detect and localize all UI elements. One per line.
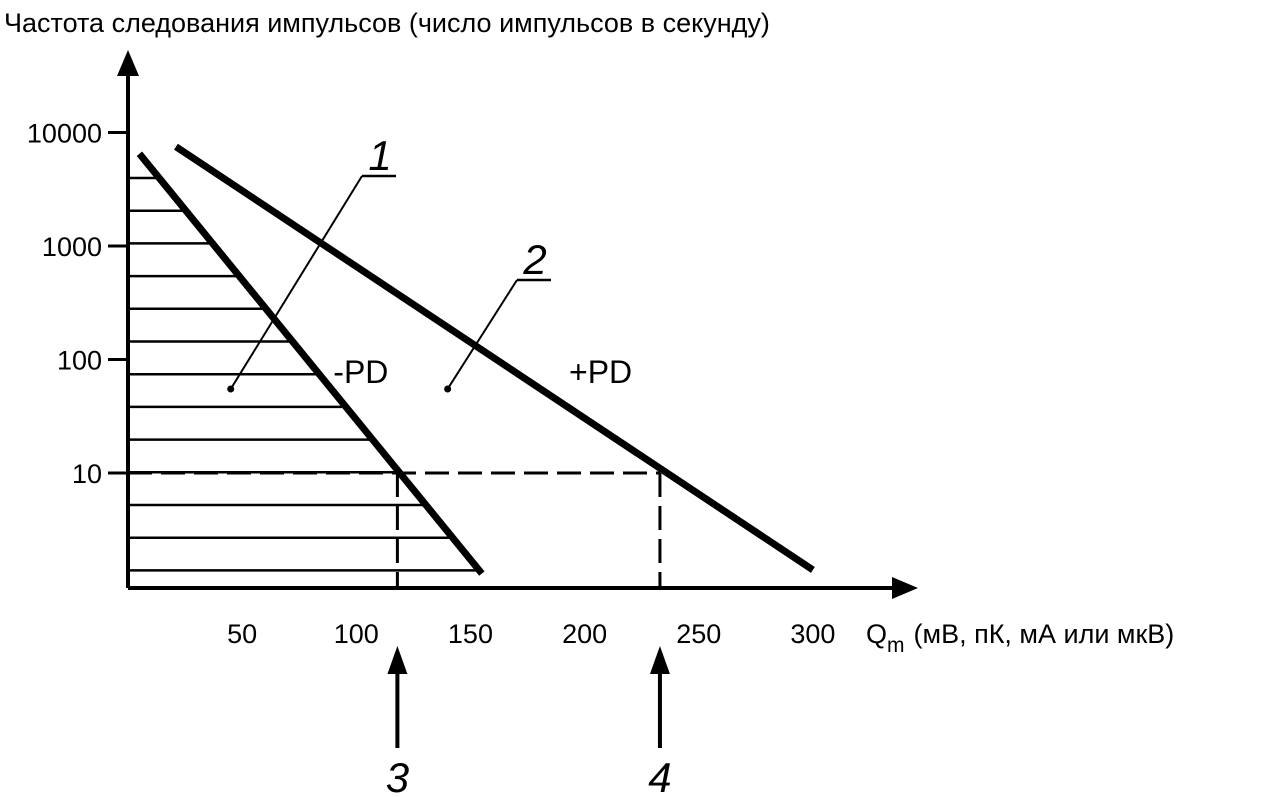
x-tick-label: 100: [334, 619, 379, 649]
series-line: [174, 143, 815, 573]
series-label: +PD: [569, 354, 632, 390]
marker-arrow-head: [649, 646, 670, 674]
series-labels: -PD +PD: [333, 354, 632, 390]
marker-arrow-head: [387, 646, 408, 674]
x-axis-title-subscript: m: [887, 634, 905, 657]
callout-number: 2: [522, 236, 546, 283]
callout-leader: [229, 175, 363, 390]
callout-leader: [446, 279, 518, 390]
y-axis-title: Частота следования импульсов (число импу…: [4, 8, 770, 38]
x-axis-title: Qm (мВ, пК, мА или мкВ): [866, 619, 1174, 657]
x-tick-label: 150: [448, 619, 493, 649]
x-axis-title-units: (мВ, пК, мА или мкВ): [914, 619, 1175, 649]
x-axis-title-main: Q: [866, 619, 887, 649]
x-tick-label: 200: [562, 619, 607, 649]
series-line: [136, 151, 485, 576]
y-tick-label: 100: [57, 346, 102, 376]
x-tick-label: 250: [676, 619, 721, 649]
y-ticks: 10 100 1000 10000: [27, 119, 128, 489]
y-tick-label: 10: [72, 459, 102, 489]
x-axis-arrowhead: [892, 577, 918, 599]
series-label: -PD: [333, 354, 388, 390]
y-tick-label: 10000: [27, 119, 102, 149]
callout-number: 1: [368, 132, 391, 179]
y-axis-arrowhead: [117, 50, 139, 76]
x-tick-label: 300: [790, 619, 835, 649]
marker-number: 4: [648, 754, 671, 797]
x-ticks: 50 100 150 200 250 300: [227, 619, 835, 649]
y-tick-label: 1000: [42, 232, 102, 262]
x-tick-label: 50: [227, 619, 257, 649]
marker-number: 3: [386, 754, 409, 797]
callouts: 12: [227, 132, 551, 393]
series-lines: [136, 143, 815, 576]
reference-lines: [128, 471, 662, 588]
